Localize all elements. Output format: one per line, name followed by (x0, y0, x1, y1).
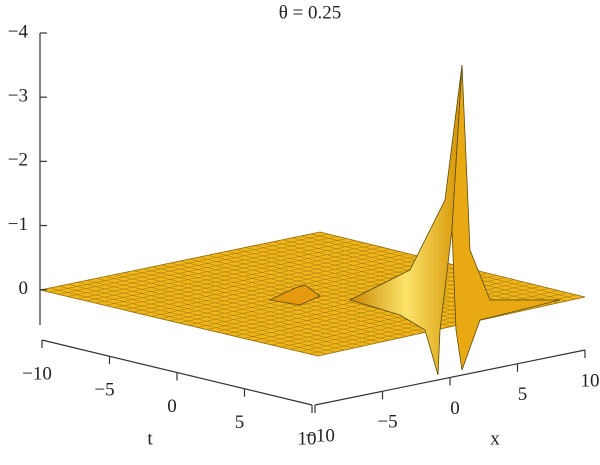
t-tick-label: 0 (167, 396, 177, 417)
z-tick-label: −1 (8, 214, 28, 235)
t-tick-label: −5 (94, 380, 114, 401)
ridge (268, 284, 321, 306)
x-tick-label: 10 (581, 370, 600, 391)
t-axis-label: t (147, 428, 153, 449)
spike-face (348, 64, 463, 376)
chart-title: θ = 0.25 (279, 2, 342, 23)
spike-face (451, 64, 561, 371)
spike (268, 64, 561, 376)
x-tick-label: 0 (450, 398, 460, 419)
x-axis-label: x (490, 428, 500, 449)
t-tick-label: −10 (22, 363, 52, 384)
z-tick-label: 0 (19, 278, 29, 299)
t-tick-label: 5 (235, 412, 245, 433)
x-tick-label: 5 (518, 384, 528, 405)
x-tick-label: −5 (377, 412, 397, 433)
x-tick-label: −10 (305, 425, 335, 446)
t-tick-label: 10 (298, 428, 317, 449)
z-tick-label: −2 (8, 150, 28, 171)
z-tick-label: −3 (8, 86, 28, 107)
z-tick-label: −4 (8, 21, 29, 42)
